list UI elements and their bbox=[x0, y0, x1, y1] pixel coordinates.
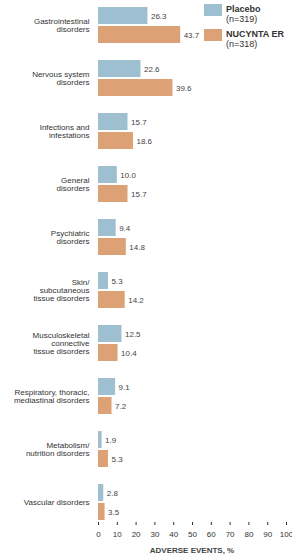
svg-text:5.3: 5.3 bbox=[111, 277, 123, 286]
svg-text:39.6: 39.6 bbox=[176, 84, 192, 93]
svg-text:Skin/subcutaneoustissue disord: Skin/subcutaneoustissue disorders bbox=[33, 278, 90, 303]
svg-text:10.0: 10.0 bbox=[120, 171, 136, 180]
svg-text:9.4: 9.4 bbox=[119, 224, 131, 233]
svg-text:Vascular disorders: Vascular disorders bbox=[24, 498, 90, 507]
svg-text:7.2: 7.2 bbox=[115, 402, 127, 411]
svg-text:12.5: 12.5 bbox=[125, 330, 141, 339]
svg-text:Nervous systemdisorders: Nervous systemdisorders bbox=[32, 70, 90, 87]
svg-text:10: 10 bbox=[113, 530, 122, 539]
svg-text:3.5: 3.5 bbox=[108, 508, 120, 517]
svg-text:14.8: 14.8 bbox=[129, 243, 145, 252]
svg-text:9.1: 9.1 bbox=[119, 383, 131, 392]
html-text:NUCYNTA ER: NUCYNTA ER bbox=[226, 29, 284, 39]
svg-text:80: 80 bbox=[244, 530, 253, 539]
svg-text:14.2: 14.2 bbox=[128, 296, 144, 305]
svg-text:50: 50 bbox=[188, 530, 197, 539]
svg-text:40: 40 bbox=[169, 530, 178, 539]
svg-text:60: 60 bbox=[207, 530, 216, 539]
svg-text:15.7: 15.7 bbox=[131, 118, 147, 127]
html-text:ADVERSE EVENTS, %: ADVERSE EVENTS, % bbox=[149, 546, 235, 555]
svg-text:30: 30 bbox=[150, 530, 159, 539]
svg-text:10.4: 10.4 bbox=[121, 349, 137, 358]
svg-text:100: 100 bbox=[280, 530, 292, 539]
svg-text:20: 20 bbox=[132, 530, 141, 539]
svg-text:70: 70 bbox=[226, 530, 235, 539]
svg-text:2.8: 2.8 bbox=[107, 489, 119, 498]
html-text:(n=318): (n=318) bbox=[226, 39, 258, 49]
svg-text:15.7: 15.7 bbox=[131, 190, 147, 199]
svg-text:Generaldisorders: Generaldisorders bbox=[57, 176, 90, 193]
svg-text:Respiratory, thoracic,mediasti: Respiratory, thoracic,mediastinal disord… bbox=[14, 388, 90, 405]
svg-text:Psychiatricdisorders: Psychiatricdisorders bbox=[51, 229, 90, 246]
svg-text:22.6: 22.6 bbox=[144, 65, 160, 74]
svg-text:43.7: 43.7 bbox=[184, 31, 200, 40]
svg-text:5.3: 5.3 bbox=[111, 455, 123, 464]
svg-text:Musculoskeletalconnectivetissu: Musculoskeletalconnectivetissue disorder… bbox=[33, 331, 90, 356]
svg-text:Gastrointestinaldisorders: Gastrointestinaldisorders bbox=[34, 17, 90, 34]
svg-text:26.3: 26.3 bbox=[151, 12, 167, 21]
svg-text:0: 0 bbox=[96, 530, 101, 539]
svg-text:1.9: 1.9 bbox=[105, 436, 117, 445]
svg-text:Metabolism/nutrition disorders: Metabolism/nutrition disorders bbox=[26, 441, 90, 458]
svg-text:90: 90 bbox=[263, 530, 272, 539]
svg-text:18.6: 18.6 bbox=[136, 137, 152, 146]
svg-text:Infections andinfestations: Infections andinfestations bbox=[40, 123, 90, 140]
html-text:Placebo (n=319): Placebo (n=319) bbox=[226, 4, 261, 24]
